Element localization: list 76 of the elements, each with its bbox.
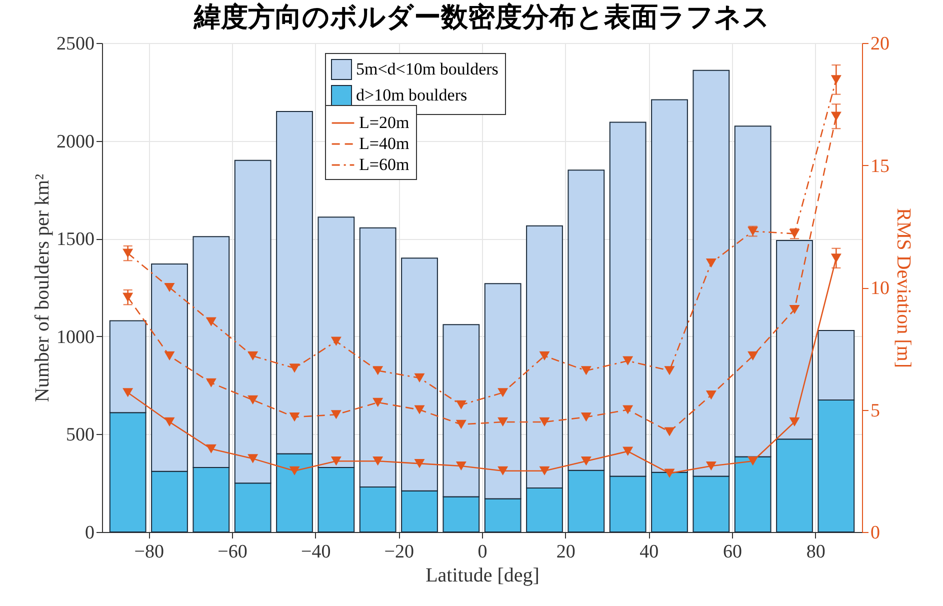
y-tick-label: 2000 bbox=[56, 131, 94, 152]
point bbox=[456, 400, 466, 410]
point bbox=[664, 366, 675, 376]
point bbox=[748, 456, 758, 466]
y-tick-label: 500 bbox=[66, 424, 94, 446]
x-tick-label: −60 bbox=[218, 542, 248, 562]
point bbox=[372, 456, 384, 466]
point bbox=[789, 417, 800, 427]
point bbox=[248, 454, 258, 464]
point bbox=[372, 366, 384, 376]
y-tick-label: 1500 bbox=[56, 229, 94, 250]
y-axis-title: Number of boulders per km² bbox=[32, 174, 54, 402]
point bbox=[456, 420, 466, 429]
point bbox=[622, 356, 634, 366]
point bbox=[622, 446, 634, 456]
y-tick-label: 2500 bbox=[56, 34, 94, 54]
x-axis-title: Latitude [deg] bbox=[426, 564, 540, 586]
point bbox=[498, 466, 508, 476]
point bbox=[164, 282, 175, 292]
y2-tick-label: 20 bbox=[870, 34, 890, 54]
point bbox=[622, 405, 634, 414]
chart-title: 緯度方向のボルダー数密度分布と表面ラフネス bbox=[193, 2, 770, 33]
point bbox=[580, 456, 592, 466]
y2-tick-label: 10 bbox=[870, 278, 890, 299]
legend-label: L=40m bbox=[359, 134, 410, 153]
point bbox=[206, 317, 216, 326]
point bbox=[706, 461, 716, 471]
point bbox=[289, 412, 300, 422]
y2-tick-label: 15 bbox=[870, 156, 890, 177]
x-tick-label: −40 bbox=[300, 542, 331, 562]
point bbox=[498, 388, 508, 398]
x-tick-label: −80 bbox=[134, 542, 164, 562]
point bbox=[498, 417, 508, 427]
point bbox=[248, 351, 258, 360]
legend-label: d>10m boulders bbox=[356, 86, 468, 104]
point bbox=[706, 390, 716, 400]
legend-label: L=20m bbox=[359, 113, 410, 132]
y2-tick-label: 5 bbox=[870, 400, 880, 422]
point bbox=[789, 304, 800, 314]
point bbox=[664, 468, 675, 478]
y2-tick-label: 0 bbox=[870, 522, 880, 544]
point bbox=[664, 427, 675, 436]
x-tick-label: 20 bbox=[556, 542, 576, 562]
point bbox=[539, 466, 550, 476]
y-tick-label: 0 bbox=[85, 522, 94, 544]
point bbox=[289, 364, 300, 373]
point bbox=[330, 410, 342, 420]
x-tick-label: 0 bbox=[478, 542, 488, 562]
point bbox=[414, 373, 425, 383]
y2-axis-title: RMS Deviation [m] bbox=[892, 208, 914, 368]
point bbox=[372, 398, 384, 407]
point bbox=[580, 366, 592, 376]
x-tick-label: −20 bbox=[384, 542, 414, 562]
legend-label: L=60m bbox=[359, 155, 410, 174]
x-tick-label: 80 bbox=[806, 542, 826, 562]
point bbox=[330, 456, 342, 466]
point bbox=[164, 417, 175, 427]
point bbox=[122, 388, 134, 398]
point bbox=[706, 258, 716, 268]
point bbox=[456, 461, 466, 471]
x-tick-label: 60 bbox=[723, 542, 742, 562]
y-tick-label: 1000 bbox=[56, 326, 94, 348]
point bbox=[414, 459, 425, 468]
point bbox=[580, 412, 592, 422]
x-tick-label: 40 bbox=[640, 542, 659, 562]
point bbox=[164, 351, 175, 360]
point bbox=[748, 351, 758, 360]
point bbox=[539, 351, 550, 360]
point bbox=[330, 336, 342, 346]
point bbox=[206, 378, 216, 388]
legend-label: 5m<d<10m boulders bbox=[356, 60, 498, 78]
point bbox=[289, 466, 300, 476]
point bbox=[206, 444, 216, 454]
point bbox=[414, 405, 425, 414]
point bbox=[539, 417, 550, 427]
point bbox=[248, 395, 258, 405]
